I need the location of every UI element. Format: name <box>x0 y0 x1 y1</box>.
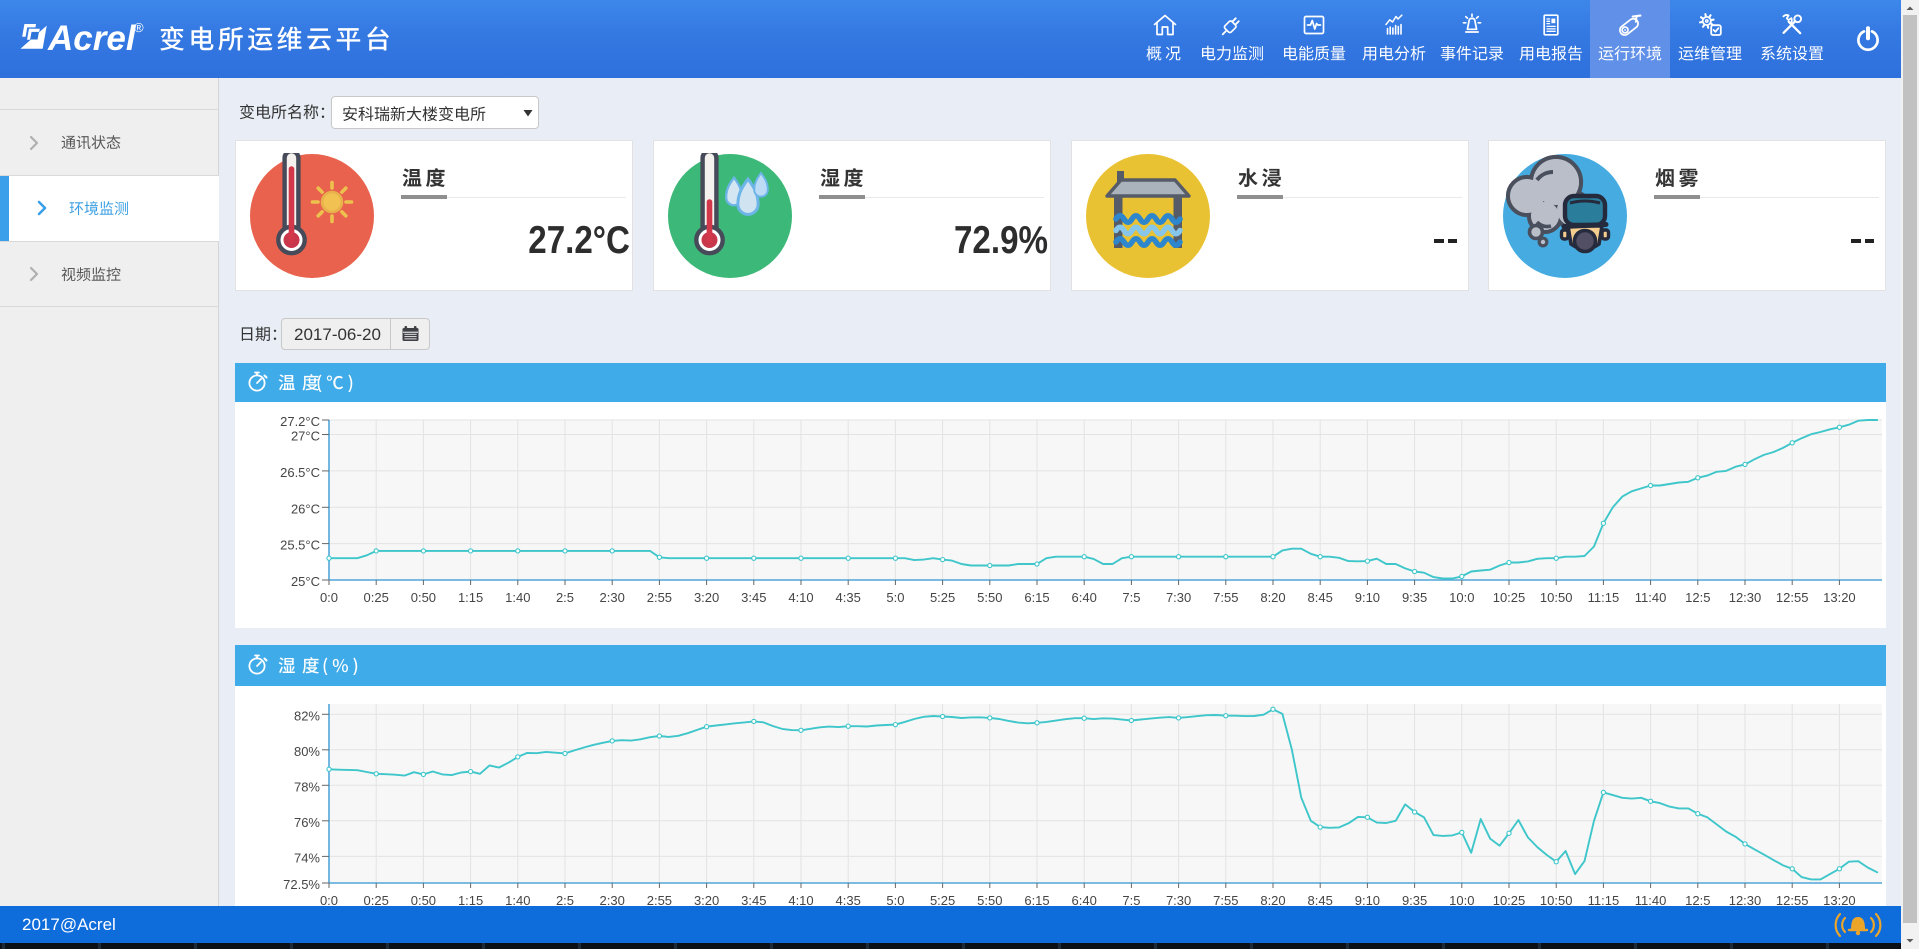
svg-text:2:5: 2:5 <box>556 590 574 605</box>
svg-text:13:20: 13:20 <box>1823 590 1856 605</box>
svg-text:27°C: 27°C <box>291 429 320 444</box>
svg-text:2:55: 2:55 <box>647 590 672 605</box>
svg-text:12:30: 12:30 <box>1729 893 1762 906</box>
svg-text:13:20: 13:20 <box>1823 893 1856 906</box>
svg-text:6:40: 6:40 <box>1072 893 1097 906</box>
svg-text:5:25: 5:25 <box>930 893 955 906</box>
svg-text:1:15: 1:15 <box>458 590 483 605</box>
svg-text:7:5: 7:5 <box>1122 893 1140 906</box>
svg-text:1:40: 1:40 <box>505 893 530 906</box>
svg-text:6:15: 6:15 <box>1024 590 1049 605</box>
svg-text:9:35: 9:35 <box>1402 590 1427 605</box>
svg-text:5:0: 5:0 <box>886 893 904 906</box>
svg-text:76%: 76% <box>294 815 320 830</box>
svg-text:2:30: 2:30 <box>600 893 625 906</box>
svg-text:11:15: 11:15 <box>1588 590 1620 605</box>
svg-text:5:50: 5:50 <box>977 893 1002 906</box>
svg-text:12:5: 12:5 <box>1685 590 1710 605</box>
svg-text:7:55: 7:55 <box>1213 590 1238 605</box>
svg-text:4:35: 4:35 <box>836 893 861 906</box>
svg-text:8:45: 8:45 <box>1308 893 1333 906</box>
svg-text:2:30: 2:30 <box>600 590 625 605</box>
svg-text:12:30: 12:30 <box>1729 590 1762 605</box>
svg-text:0:0: 0:0 <box>320 590 338 605</box>
svg-text:72.5%: 72.5% <box>283 877 320 892</box>
svg-text:74%: 74% <box>294 850 320 865</box>
svg-text:9:10: 9:10 <box>1355 893 1380 906</box>
svg-text:9:10: 9:10 <box>1355 590 1380 605</box>
svg-text:0:50: 0:50 <box>411 590 436 605</box>
svg-text:11:15: 11:15 <box>1588 893 1620 906</box>
svg-text:5:50: 5:50 <box>977 590 1002 605</box>
svg-text:12:5: 12:5 <box>1685 893 1710 906</box>
svg-text:80%: 80% <box>294 744 320 759</box>
svg-text:26.5°C: 26.5°C <box>280 465 320 480</box>
svg-text:1:40: 1:40 <box>505 590 530 605</box>
svg-text:11:40: 11:40 <box>1635 893 1667 906</box>
svg-text:0:50: 0:50 <box>411 893 436 906</box>
svg-text:3:45: 3:45 <box>741 590 766 605</box>
svg-text:0:25: 0:25 <box>364 590 389 605</box>
svg-text:3:20: 3:20 <box>694 893 719 906</box>
svg-text:9:35: 9:35 <box>1402 893 1427 906</box>
svg-text:7:30: 7:30 <box>1166 893 1191 906</box>
svg-text:11:40: 11:40 <box>1635 590 1667 605</box>
svg-text:4:10: 4:10 <box>788 590 813 605</box>
svg-text:2:55: 2:55 <box>647 893 672 906</box>
svg-text:12:55: 12:55 <box>1776 590 1809 605</box>
svg-text:25.5°C: 25.5°C <box>280 538 320 553</box>
svg-text:7:55: 7:55 <box>1213 893 1238 906</box>
svg-text:26°C: 26°C <box>291 501 320 516</box>
svg-text:25°C: 25°C <box>291 574 320 589</box>
svg-text:7:30: 7:30 <box>1166 590 1191 605</box>
svg-text:10:0: 10:0 <box>1449 590 1474 605</box>
svg-text:5:25: 5:25 <box>930 590 955 605</box>
svg-text:7:5: 7:5 <box>1122 590 1140 605</box>
svg-text:8:20: 8:20 <box>1260 893 1285 906</box>
svg-text:10:25: 10:25 <box>1493 590 1526 605</box>
svg-text:10:0: 10:0 <box>1449 893 1474 906</box>
svg-text:10:50: 10:50 <box>1540 590 1573 605</box>
svg-text:3:45: 3:45 <box>741 893 766 906</box>
svg-text:27.2°C: 27.2°C <box>280 414 320 429</box>
svg-text:1:15: 1:15 <box>458 893 483 906</box>
svg-text:3:20: 3:20 <box>694 590 719 605</box>
svg-text:8:20: 8:20 <box>1260 590 1285 605</box>
svg-text:0:0: 0:0 <box>320 893 338 906</box>
svg-text:4:35: 4:35 <box>836 590 861 605</box>
svg-text:2:5: 2:5 <box>556 893 574 906</box>
svg-text:6:15: 6:15 <box>1024 893 1049 906</box>
svg-text:8:45: 8:45 <box>1308 590 1333 605</box>
svg-text:4:10: 4:10 <box>788 893 813 906</box>
svg-text:0:25: 0:25 <box>364 893 389 906</box>
svg-text:10:25: 10:25 <box>1493 893 1526 906</box>
svg-text:10:50: 10:50 <box>1540 893 1573 906</box>
svg-text:5:0: 5:0 <box>886 590 904 605</box>
svg-text:12:55: 12:55 <box>1776 893 1809 906</box>
svg-text:78%: 78% <box>294 779 320 794</box>
svg-text:6:40: 6:40 <box>1072 590 1097 605</box>
svg-text:82%: 82% <box>294 708 320 723</box>
